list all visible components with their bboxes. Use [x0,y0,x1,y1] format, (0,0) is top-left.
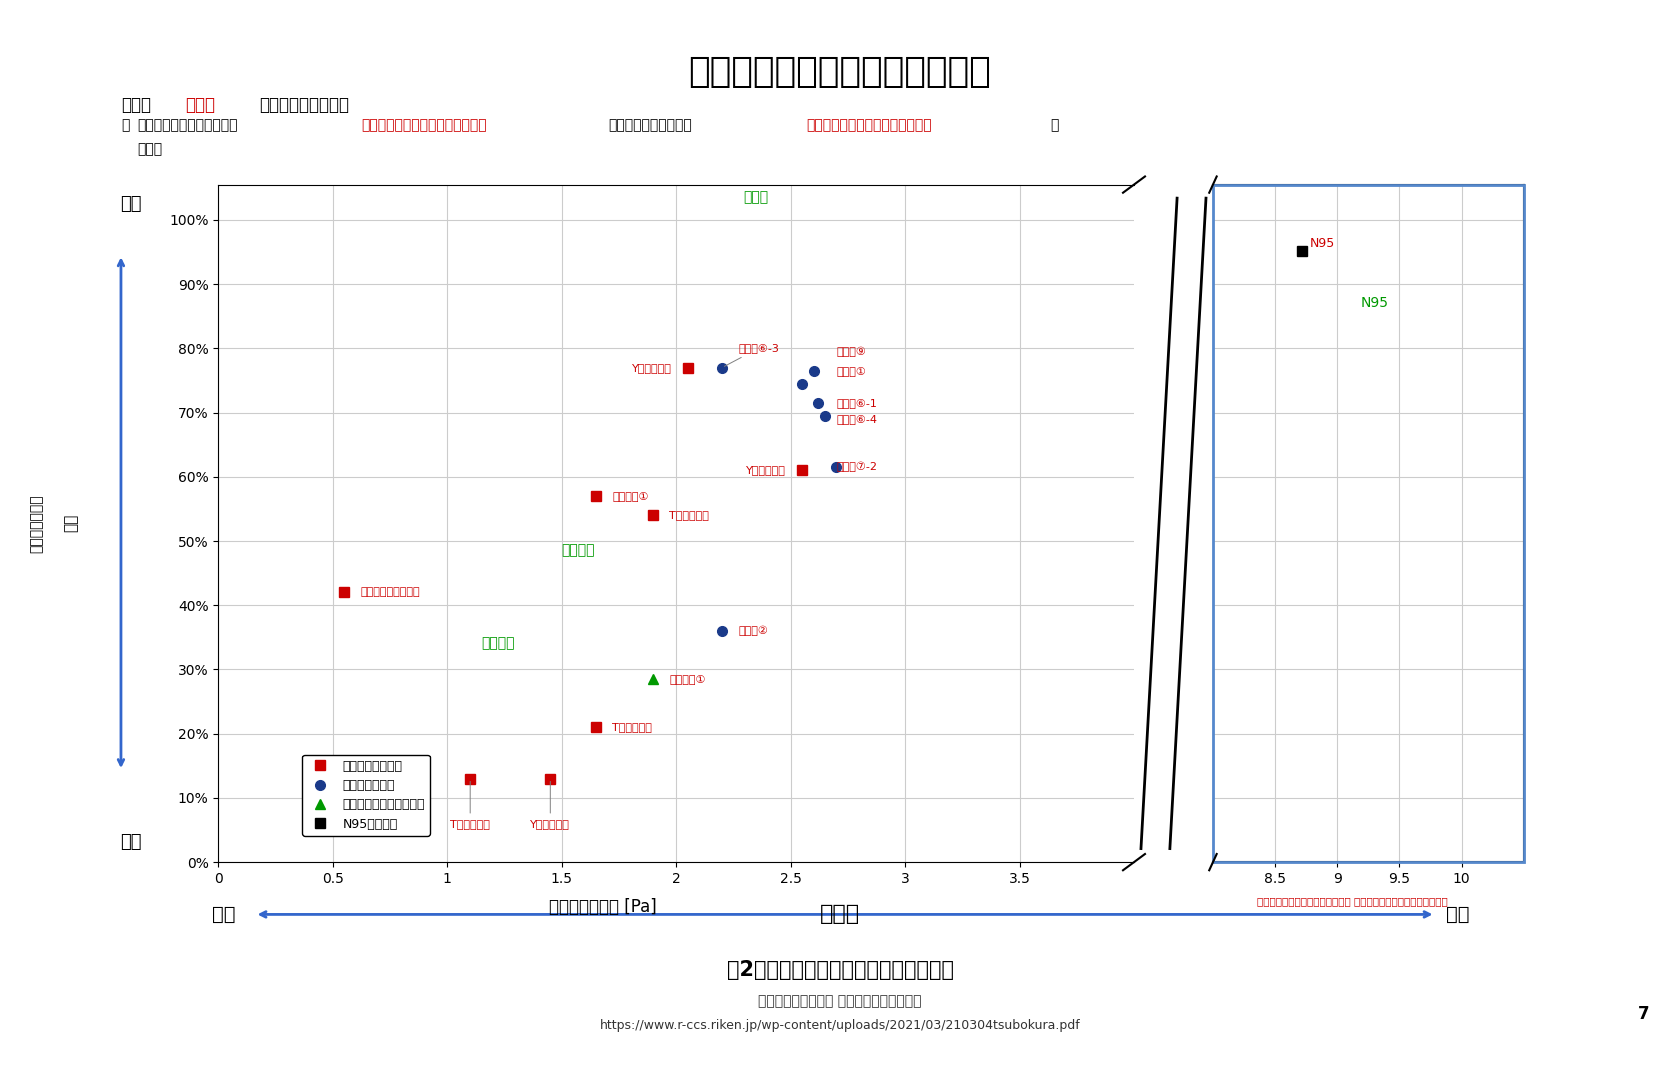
Text: 布マスク（ガーゼ）: 布マスク（ガーゼ） [360,588,420,598]
Text: 7: 7 [1638,1005,1650,1022]
Text: ）: ） [1050,118,1058,132]
Text: 実際にマスクを装着した際の性能: 実際にマスクを装着した際の性能 [806,118,932,132]
Text: Yシャツ１枚: Yシャツ１枚 [531,781,570,829]
Text: ）とマスク捕集性能（: ）とマスク捕集性能（ [608,118,692,132]
Text: 性能: 性能 [64,514,77,532]
Text: ウレタン: ウレタン [480,636,514,650]
Text: 不織布⑦-2: 不織布⑦-2 [837,462,877,473]
Text: 不織布②: 不織布② [738,625,768,636]
Text: 提供：理研・豊橋技大・神戸大， 協力：京工織大・阪大・大王製紙: 提供：理研・豊橋技大・神戸大， 協力：京工織大・阪大・大王製紙 [1257,896,1448,907]
Text: マスク: マスク [121,96,151,114]
Text: N95: N95 [1361,297,1389,310]
Text: Tシャツ１枚: Tシャツ１枚 [450,781,491,829]
Legend: 布マスク（解析）, 不織布（解析）, ウレタンマスク（解析）, N95（解析）: 布マスク（解析）, 不織布（解析）, ウレタンマスク（解析）, N95（解析） [302,754,430,835]
Text: 不織布⑥-4: 不織布⑥-4 [837,414,877,424]
Text: 悪い: 悪い [1446,905,1470,924]
Text: 不織布⑥-1: 不織布⑥-1 [837,398,877,408]
Text: 良い: 良い [121,195,141,213]
Text: マスク圧力損失 [Pa]: マスク圧力損失 [Pa] [549,898,657,917]
Text: 布マスク: 布マスク [561,543,595,557]
Text: Yシャツ３枚: Yシャツ３枚 [746,465,786,476]
Text: 実際にマスクを装着した際の性能: 実際にマスクを装着した際の性能 [361,118,487,132]
Text: Yシャツ２枚: Yシャツ２枚 [632,363,672,372]
Text: ウレタン①: ウレタン① [669,674,706,684]
Text: 布マスク①: 布マスク① [612,491,648,501]
Bar [1213,185,1524,862]
Text: 悪い: 悪い [121,833,141,851]
Text: 不織布①: 不織布① [837,366,867,376]
Text: マスク装着時の通気性能（: マスク装着時の通気性能（ [138,118,239,132]
Text: 図2　マスク装着時の実効性能について: 図2 マスク装着時の実効性能について [726,960,954,981]
Text: Tシャツ２枚: Tシャツ２枚 [612,722,652,732]
Text: 良い: 良い [212,905,235,924]
Text: 通気性: 通気性 [820,905,860,924]
Text: マスク捕集効率: マスク捕集効率 [30,494,44,553]
Text: の実効性能について: の実効性能について [259,96,349,114]
Text: マスクによる感染予防について: マスクによる感染予防について [689,55,991,90]
Text: https://www.r-ccs.riken.jp/wp-content/uploads/2021/03/210304tsubokura.pdf: https://www.r-ccs.riken.jp/wp-content/up… [600,1019,1080,1032]
Text: 不織布⑨: 不織布⑨ [837,347,867,356]
Text: の関係: の関係 [138,142,163,156]
Text: 出典：理化学研究所 計算科学研究センター: 出典：理化学研究所 計算科学研究センター [758,994,922,1008]
Text: 不織布: 不織布 [744,190,769,204]
Text: Tシャツ３枚: Tシャツ３枚 [669,510,709,521]
Text: 装着時: 装着時 [185,96,215,114]
Text: ・: ・ [121,118,129,132]
Text: 不織布⑥-3: 不織布⑥-3 [724,344,780,366]
Text: N95: N95 [1310,237,1336,250]
